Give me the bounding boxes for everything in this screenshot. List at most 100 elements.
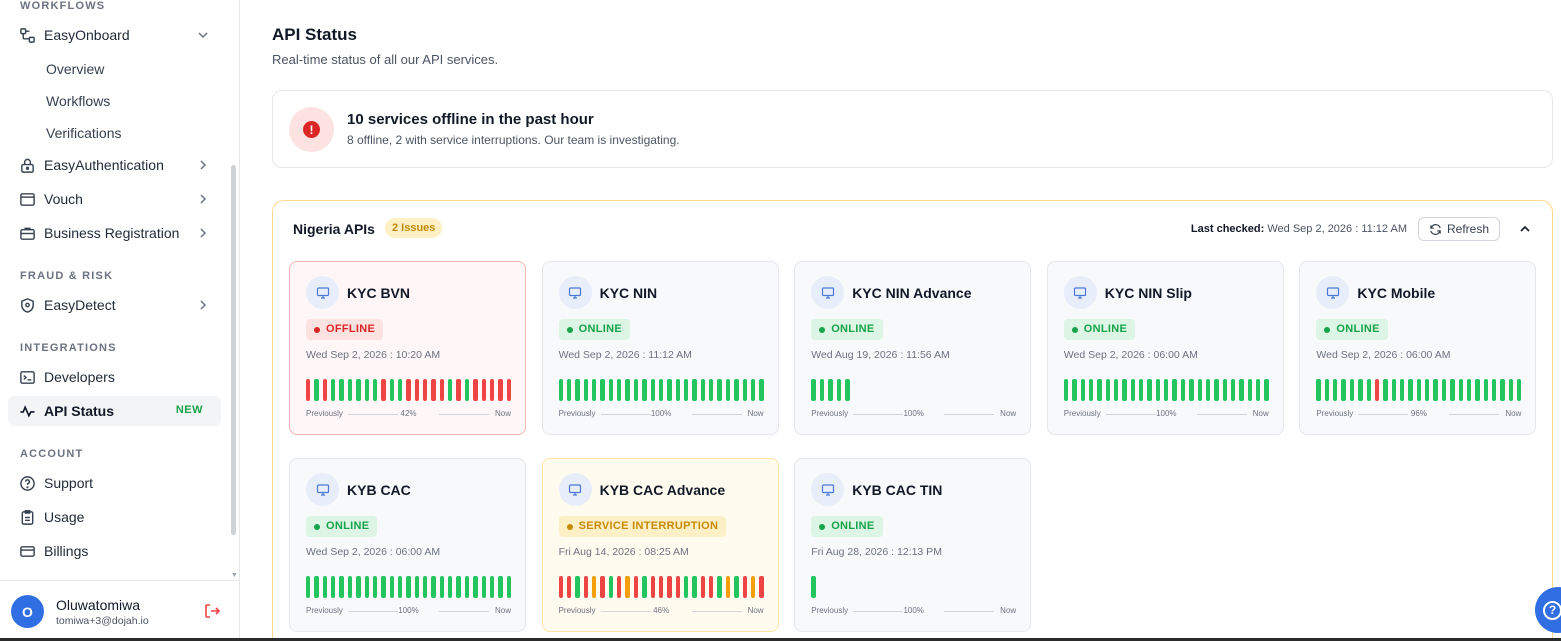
avatar[interactable]: O: [11, 595, 44, 628]
sidebar-item-easyauthentication[interactable]: EasyAuthentication: [8, 150, 221, 180]
uptime-bar-online[interactable]: [506, 576, 511, 598]
sidebar-item-easyonboard[interactable]: EasyOnboard: [8, 20, 221, 50]
uptime-bar-offline[interactable]: [558, 576, 563, 598]
uptime-bar-online[interactable]: [1341, 379, 1346, 401]
sidebar-item-vouch[interactable]: Vouch: [8, 184, 221, 214]
uptime-bar-online[interactable]: [566, 379, 572, 401]
uptime-bar-online[interactable]: [1383, 379, 1388, 401]
uptime-bar-online[interactable]: [464, 576, 470, 598]
uptime-bar-online[interactable]: [339, 379, 344, 401]
uptime-bar-online[interactable]: [642, 379, 647, 401]
uptime-bar-interruption[interactable]: [625, 576, 630, 598]
uptime-bar-online[interactable]: [1230, 379, 1236, 401]
uptime-bar-online[interactable]: [642, 576, 647, 598]
uptime-bar-offline[interactable]: [650, 576, 655, 598]
sidebar-item-billings[interactable]: Billings: [8, 536, 221, 566]
uptime-bar-online[interactable]: [1333, 379, 1338, 401]
uptime-bar-online[interactable]: [1080, 379, 1085, 401]
service-card[interactable]: KYC NIN Advance ONLINE Wed Aug 19, 2026 : …: [794, 261, 1032, 435]
uptime-bar-online[interactable]: [1097, 379, 1102, 401]
uptime-bar-online[interactable]: [734, 379, 739, 401]
uptime-bar-online[interactable]: [431, 576, 436, 598]
uptime-bar-online[interactable]: [356, 379, 361, 401]
uptime-bar-offline[interactable]: [742, 576, 747, 598]
uptime-bar-online[interactable]: [734, 576, 739, 598]
uptime-bar-online[interactable]: [692, 576, 697, 598]
uptime-bar-online[interactable]: [1239, 379, 1244, 401]
uptime-bar-online[interactable]: [372, 576, 378, 598]
uptime-bar-online[interactable]: [725, 379, 731, 401]
uptime-bar-online[interactable]: [575, 379, 580, 401]
uptime-bar-online[interactable]: [464, 379, 470, 401]
uptime-bar-offline[interactable]: [439, 379, 445, 401]
uptime-bar-online[interactable]: [1088, 379, 1094, 401]
uptime-bar-online[interactable]: [1349, 379, 1355, 401]
logout-icon[interactable]: [203, 602, 221, 620]
uptime-bar-online[interactable]: [1366, 379, 1371, 401]
sidebar-item-business-registration[interactable]: Business Registration: [8, 218, 221, 248]
uptime-bar-online[interactable]: [397, 576, 403, 598]
uptime-bar-online[interactable]: [1113, 379, 1119, 401]
uptime-bar-online[interactable]: [692, 379, 697, 401]
uptime-bar-online[interactable]: [381, 576, 386, 598]
uptime-bar-online[interactable]: [1247, 379, 1253, 401]
uptime-bar-online[interactable]: [456, 576, 461, 598]
uptime-bar-online[interactable]: [1264, 379, 1269, 401]
uptime-bar-online[interactable]: [650, 379, 655, 401]
uptime-bar-offline[interactable]: [498, 379, 503, 401]
uptime-bar-offline[interactable]: [306, 379, 311, 401]
uptime-bar-online[interactable]: [1391, 379, 1396, 401]
uptime-bar-online[interactable]: [1222, 379, 1227, 401]
service-card[interactable]: KYB CAC TIN ONLINE Fri Aug 28, 2026 : 12:1…: [794, 458, 1032, 632]
uptime-bar-offline[interactable]: [456, 379, 461, 401]
uptime-bar-offline[interactable]: [1374, 379, 1380, 401]
uptime-bar-offline[interactable]: [633, 576, 639, 598]
uptime-bar-online[interactable]: [828, 379, 833, 401]
uptime-bar-online[interactable]: [811, 576, 816, 598]
uptime-bar-online[interactable]: [759, 379, 764, 401]
uptime-bar-online[interactable]: [1063, 379, 1069, 401]
uptime-bar-online[interactable]: [364, 576, 369, 598]
uptime-bar-offline[interactable]: [322, 379, 328, 401]
uptime-bar-offline[interactable]: [667, 576, 672, 598]
uptime-bar-online[interactable]: [1214, 379, 1219, 401]
uptime-bar-offline[interactable]: [583, 576, 589, 598]
sidebar-item-api-status[interactable]: API Status NEW: [8, 396, 221, 426]
uptime-bar-offline[interactable]: [566, 576, 572, 598]
uptime-bar-online[interactable]: [742, 379, 747, 401]
uptime-bar-online[interactable]: [625, 379, 630, 401]
sidebar-item-developers[interactable]: Developers: [8, 362, 221, 392]
uptime-bar-offline[interactable]: [675, 576, 680, 598]
uptime-bar-online[interactable]: [439, 576, 445, 598]
uptime-bar-online[interactable]: [1517, 379, 1522, 401]
uptime-bar-online[interactable]: [811, 379, 816, 401]
uptime-bar-online[interactable]: [600, 379, 605, 401]
uptime-bar-online[interactable]: [339, 576, 344, 598]
uptime-bar-online[interactable]: [314, 576, 319, 598]
uptime-bar-offline[interactable]: [709, 576, 714, 598]
uptime-bar-online[interactable]: [448, 576, 453, 598]
uptime-bar-online[interactable]: [1180, 379, 1186, 401]
uptime-bar-online[interactable]: [836, 379, 842, 401]
uptime-bar-online[interactable]: [819, 379, 825, 401]
uptime-bar-online[interactable]: [1122, 379, 1127, 401]
uptime-bar-offline[interactable]: [600, 576, 605, 598]
uptime-bar-online[interactable]: [575, 576, 580, 598]
uptime-bar-online[interactable]: [683, 576, 689, 598]
uptime-bar-online[interactable]: [397, 379, 403, 401]
uptime-bar-online[interactable]: [1408, 379, 1413, 401]
uptime-bar-online[interactable]: [1316, 379, 1321, 401]
uptime-bar-online[interactable]: [717, 576, 722, 598]
uptime-bar-online[interactable]: [1491, 379, 1497, 401]
uptime-bar-online[interactable]: [608, 379, 614, 401]
uptime-bar-online[interactable]: [1399, 379, 1405, 401]
uptime-bar-online[interactable]: [1441, 379, 1447, 401]
uptime-bar-online[interactable]: [498, 576, 503, 598]
uptime-bar-online[interactable]: [1425, 379, 1430, 401]
uptime-bar-online[interactable]: [750, 379, 756, 401]
uptime-bar-online[interactable]: [347, 379, 353, 401]
uptime-bar-online[interactable]: [331, 576, 336, 598]
uptime-bar-offline[interactable]: [489, 379, 495, 401]
uptime-bar-online[interactable]: [845, 379, 850, 401]
uptime-bar-online[interactable]: [683, 379, 689, 401]
